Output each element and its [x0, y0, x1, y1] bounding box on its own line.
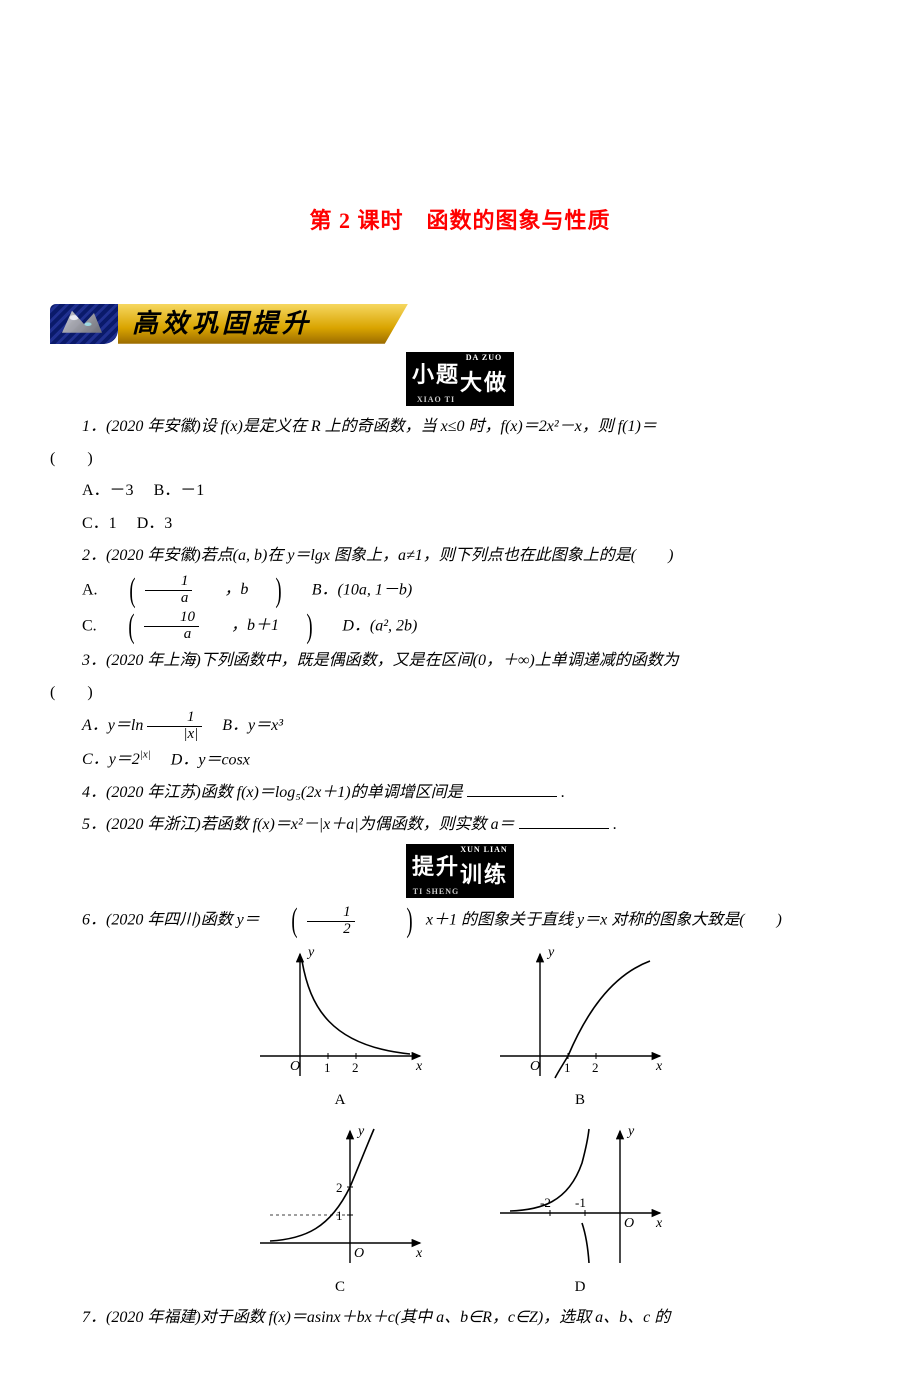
q2-C-num: 10: [144, 610, 199, 627]
q3-C: C．y＝2|x|: [82, 751, 151, 768]
q1-A: A．－3: [82, 482, 134, 499]
q2-A-label: A.: [82, 581, 98, 598]
q3-stem: 3．(2020 年上海)下列函数中，既是偶函数，又是在区间(0，＋∞)上单调递减…: [50, 646, 870, 676]
banner-main-text: 高效巩固提升: [118, 304, 408, 344]
q4-stem: 4．(2020 年江苏)函数 f(x)＝log₅(2x＋1)的单调增区间是 .: [50, 778, 870, 808]
q3-optsAB: A．y＝ln 1 |x| B．y＝x³: [50, 710, 870, 743]
q3-D: D．y＝cosx: [171, 751, 250, 768]
sub-banner-1: 小题 XIAO TI DA ZUO 大做: [50, 352, 870, 406]
svg-text:2: 2: [336, 1180, 343, 1195]
svg-text:O: O: [530, 1059, 540, 1074]
q3-A-pre: A．y＝ln: [82, 717, 143, 734]
q4-blank[interactable]: [467, 781, 557, 797]
svg-text:O: O: [290, 1059, 300, 1074]
q2-text: 2．(2020 年安徽)若点(a, b)在 y＝lgx 图象上，a≠1，则下列点…: [82, 547, 673, 564]
q2-optsAB: A. ( 1 a ，b ) B．(10a, 1－b): [50, 574, 870, 608]
q2-D: D．(a², 2b): [342, 617, 417, 634]
sb2-left: 提升: [412, 854, 460, 879]
sb2-pyb: TI SHENG: [412, 888, 460, 896]
q6-stem: 6．(2020 年四川)函数 y＝ ( 1 2 ) x＋1 的图象关于直线 y＝…: [50, 904, 870, 938]
svg-text:x: x: [655, 1216, 663, 1231]
q1-paren: ( ): [50, 444, 870, 474]
q2-optsCD: C. ( 10 a ，b＋1 ) D．(a², 2b): [50, 610, 870, 644]
sb1-left: 小题: [412, 362, 460, 387]
lesson-title: 第 2 课时 函数的图象与性质: [50, 200, 870, 242]
svg-text:y: y: [356, 1124, 365, 1139]
banner-feather-icon: [50, 304, 118, 344]
svg-text:O: O: [624, 1216, 634, 1231]
q2-C-tail: ，b＋1: [199, 611, 279, 641]
q1-opts1: A．－3 B．－1: [50, 476, 870, 506]
q5-tail: .: [613, 816, 617, 833]
chart-D: O y x -1 -2 D: [490, 1123, 670, 1302]
chart-D-label: D: [490, 1273, 670, 1302]
sb1-pyt: DA ZUO: [460, 354, 508, 362]
chart-A: O y x 1 2 A: [250, 946, 430, 1115]
q1-D: D．3: [137, 515, 173, 532]
q5-blank[interactable]: [519, 813, 609, 829]
q6-den: 2: [307, 922, 355, 938]
q2-A-paren: ( 1 a ，b ): [102, 574, 292, 608]
sub-banner-2: 提升 TI SHENG XUN LIAN 训练: [50, 844, 870, 898]
q3-B: B．y＝x³: [222, 717, 283, 734]
svg-text:2: 2: [592, 1060, 599, 1075]
chart-row-1: O y x 1 2 A O y x 1 2 B: [50, 946, 870, 1115]
svg-text:-1: -1: [575, 1195, 586, 1210]
q7-stem: 7．(2020 年福建)对于函数 f(x)＝asinx＋bx＋c(其中 a、b∈…: [50, 1303, 870, 1333]
q2-C-den: a: [144, 627, 199, 643]
q6-mid: x＋1 的图象关于直线 y＝x 对称的图象大致是( ): [426, 912, 782, 929]
svg-text:y: y: [626, 1124, 635, 1139]
svg-text:y: y: [546, 946, 555, 960]
chart-B-label: B: [490, 1086, 670, 1115]
q3-optsCD: C．y＝2|x| D．y＝cosx: [50, 745, 870, 776]
q6-pre: 6．(2020 年四川)函数 y＝: [82, 912, 260, 929]
chart-C: O y x 1 2 C: [250, 1123, 430, 1302]
chart-A-label: A: [250, 1086, 430, 1115]
q5-stem: 5．(2020 年浙江)若函数 f(x)＝x²－|x＋a|为偶函数，则实数 a＝…: [50, 810, 870, 840]
q2-B: B．(10a, 1－b): [312, 581, 412, 598]
q2-stem: 2．(2020 年安徽)若点(a, b)在 y＝lgx 图象上，a≠1，则下列点…: [50, 541, 870, 571]
q1-text: 1．(2020 年安徽)设 f(x)是定义在 R 上的奇函数，当 x≤0 时，f…: [82, 418, 657, 435]
sb2-pyt: XUN LIAN: [460, 846, 508, 854]
banner-row: 高效巩固提升: [50, 302, 870, 346]
q2-A-tail: ，b: [192, 575, 248, 605]
q6-frac-paren: ( 1 2 ): [264, 904, 422, 938]
q3-A-den: |x|: [147, 727, 202, 743]
q2-A-den: a: [145, 591, 193, 607]
q1-stem: 1．(2020 年安徽)设 f(x)是定义在 R 上的奇函数，当 x≤0 时，f…: [50, 412, 870, 442]
sb1-pyb: XIAO TI: [412, 396, 460, 404]
chart-row-2: O y x 1 2 C O y x -1 -2 D: [50, 1123, 870, 1302]
svg-text:x: x: [415, 1059, 423, 1074]
q1-C: C．1: [82, 515, 117, 532]
q1-B: B．－1: [154, 482, 205, 499]
q3-A-num: 1: [147, 710, 202, 727]
svg-text:O: O: [354, 1246, 364, 1261]
svg-text:1: 1: [336, 1208, 343, 1223]
svg-text:y: y: [306, 946, 315, 960]
q6-num: 1: [307, 905, 355, 922]
svg-text:x: x: [655, 1059, 663, 1074]
q3-text: 3．(2020 年上海)下列函数中，既是偶函数，又是在区间(0，＋∞)上单调递减…: [82, 652, 679, 669]
sb1-right: 大做: [460, 370, 508, 395]
chart-B: O y x 1 2 B: [490, 946, 670, 1115]
q2-C-label: C.: [82, 617, 97, 634]
q2-A-num: 1: [145, 574, 193, 591]
chart-C-label: C: [250, 1273, 430, 1302]
q5-text: 5．(2020 年浙江)若函数 f(x)＝x²－|x＋a|为偶函数，则实数 a＝: [82, 816, 515, 833]
q2-C-paren: ( 10 a ，b＋1 ): [101, 610, 323, 644]
q7-text: 7．(2020 年福建)对于函数 f(x)＝asinx＋bx＋c(其中 a、b∈…: [82, 1309, 670, 1326]
svg-text:2: 2: [352, 1060, 359, 1075]
q1-opts2: C．1 D．3: [50, 509, 870, 539]
svg-text:x: x: [415, 1246, 423, 1261]
q4-text: 4．(2020 年江苏)函数 f(x)＝log₅(2x＋1)的单调增区间是: [82, 784, 463, 801]
q4-tail: .: [561, 784, 565, 801]
q3-paren: ( ): [50, 678, 870, 708]
svg-text:1: 1: [324, 1060, 331, 1075]
sb2-right: 训练: [460, 862, 508, 887]
